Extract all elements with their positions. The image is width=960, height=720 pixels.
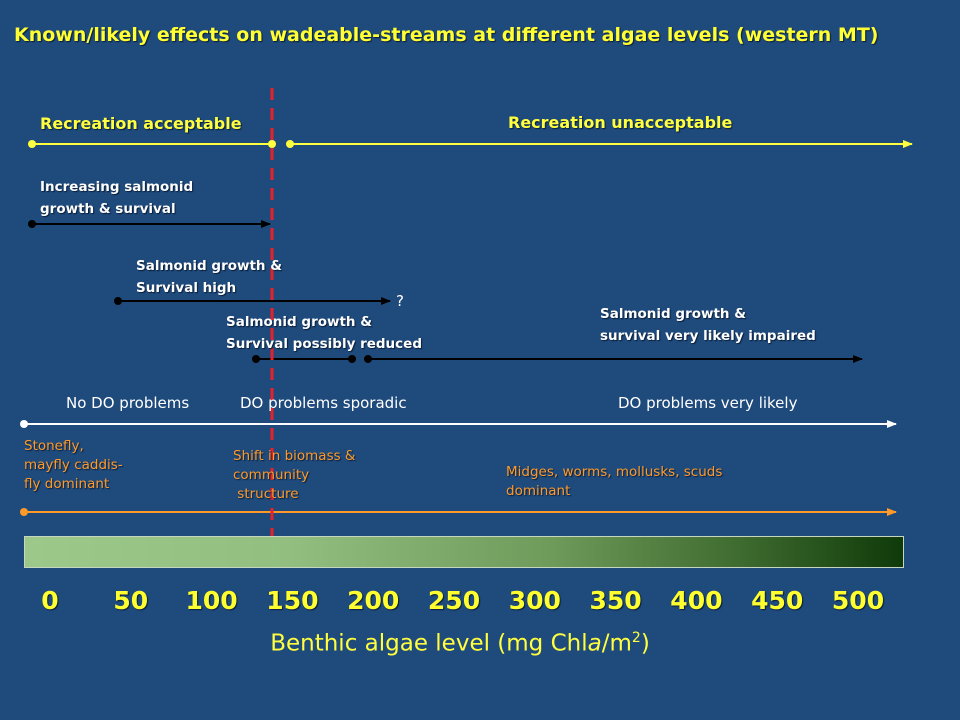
axis-tick-100: 100 — [185, 586, 238, 615]
axis-label-close: ) — [640, 630, 650, 657]
salmonid-increasing-line2: growth & survival — [40, 201, 176, 217]
axis-tick-400: 400 — [670, 586, 723, 615]
salmonid-question-mark: ? — [396, 292, 404, 310]
axis-tick-0: 0 — [41, 586, 59, 615]
salmonid-reduced-end-dot — [348, 355, 356, 363]
salmonid-impaired-line2: survival very likely impaired — [600, 328, 816, 344]
axis-label: Benthic algae level (mg Chla/m2) — [0, 630, 920, 657]
axis-tick-300: 300 — [508, 586, 561, 615]
recreation-unacceptable-label: Recreation unacceptable — [508, 113, 733, 132]
axis-ticks: 0 50 100 150 200 250 300 350 400 450 500 — [24, 586, 904, 626]
salmonid-increasing-label: Increasing salmonid growth & survival — [40, 176, 193, 220]
salmonid-reduced-line2: Survival possibly reduced — [226, 336, 422, 352]
do-none-label: No DO problems — [66, 394, 190, 412]
axis-label-superscript: 2 — [631, 630, 641, 646]
axis-tick-50: 50 — [113, 586, 149, 615]
recreation-unacceptable-start-dot — [286, 140, 294, 148]
do-sporadic-label: DO problems sporadic — [240, 394, 407, 412]
axis-label-italic: a — [587, 630, 602, 657]
invertebrate-dot — [20, 508, 28, 516]
axis-tick-450: 450 — [751, 586, 804, 615]
recreation-acceptable-start-dot — [28, 140, 36, 148]
axis-tick-350: 350 — [589, 586, 642, 615]
do-very-likely-label: DO problems very likely — [618, 394, 798, 412]
axis-tick-500: 500 — [831, 586, 885, 615]
salmonid-reduced-line1: Salmonid growth & — [226, 314, 373, 330]
stonefly-label: Stonefly, mayfly caddis- fly dominant — [24, 438, 123, 492]
axis-tick-200: 200 — [347, 586, 400, 615]
salmonid-high-line2: Survival high — [136, 280, 237, 296]
axis-tick-250: 250 — [427, 586, 481, 615]
salmonid-impaired-label: Salmonid growth & survival very likely i… — [600, 303, 816, 347]
salmonid-high-line1: Salmonid growth & — [136, 258, 283, 274]
salmonid-impaired-line1: Salmonid growth & — [600, 306, 747, 322]
shift-label: Shift in biomass & community structure — [233, 448, 356, 502]
recreation-acceptable-end-dot — [268, 140, 276, 148]
do-dot — [20, 420, 28, 428]
salmonid-impaired-dot — [364, 355, 372, 363]
midges-label: Midges, worms, mollusks, scuds dominant — [506, 464, 723, 499]
salmonid-increasing-line1: Increasing salmonid — [40, 179, 194, 195]
salmonid-high-dot — [114, 297, 122, 305]
recreation-acceptable-label: Recreation acceptable — [40, 114, 242, 133]
page-title: Known/likely effects on wadeable-streams… — [14, 24, 879, 46]
salmonid-increasing-dot — [28, 220, 36, 228]
axis-label-text: Benthic algae level (mg Chl — [270, 630, 588, 657]
salmonid-high-label: Salmonid growth & Survival high — [136, 255, 282, 299]
salmonid-reduced-start-dot — [252, 355, 260, 363]
axis-tick-150: 150 — [266, 586, 319, 615]
axis-label-unit: /m — [601, 630, 632, 657]
salmonid-reduced-label: Salmonid growth & Survival possibly redu… — [226, 311, 422, 355]
algae-gradient-bar — [24, 536, 904, 568]
